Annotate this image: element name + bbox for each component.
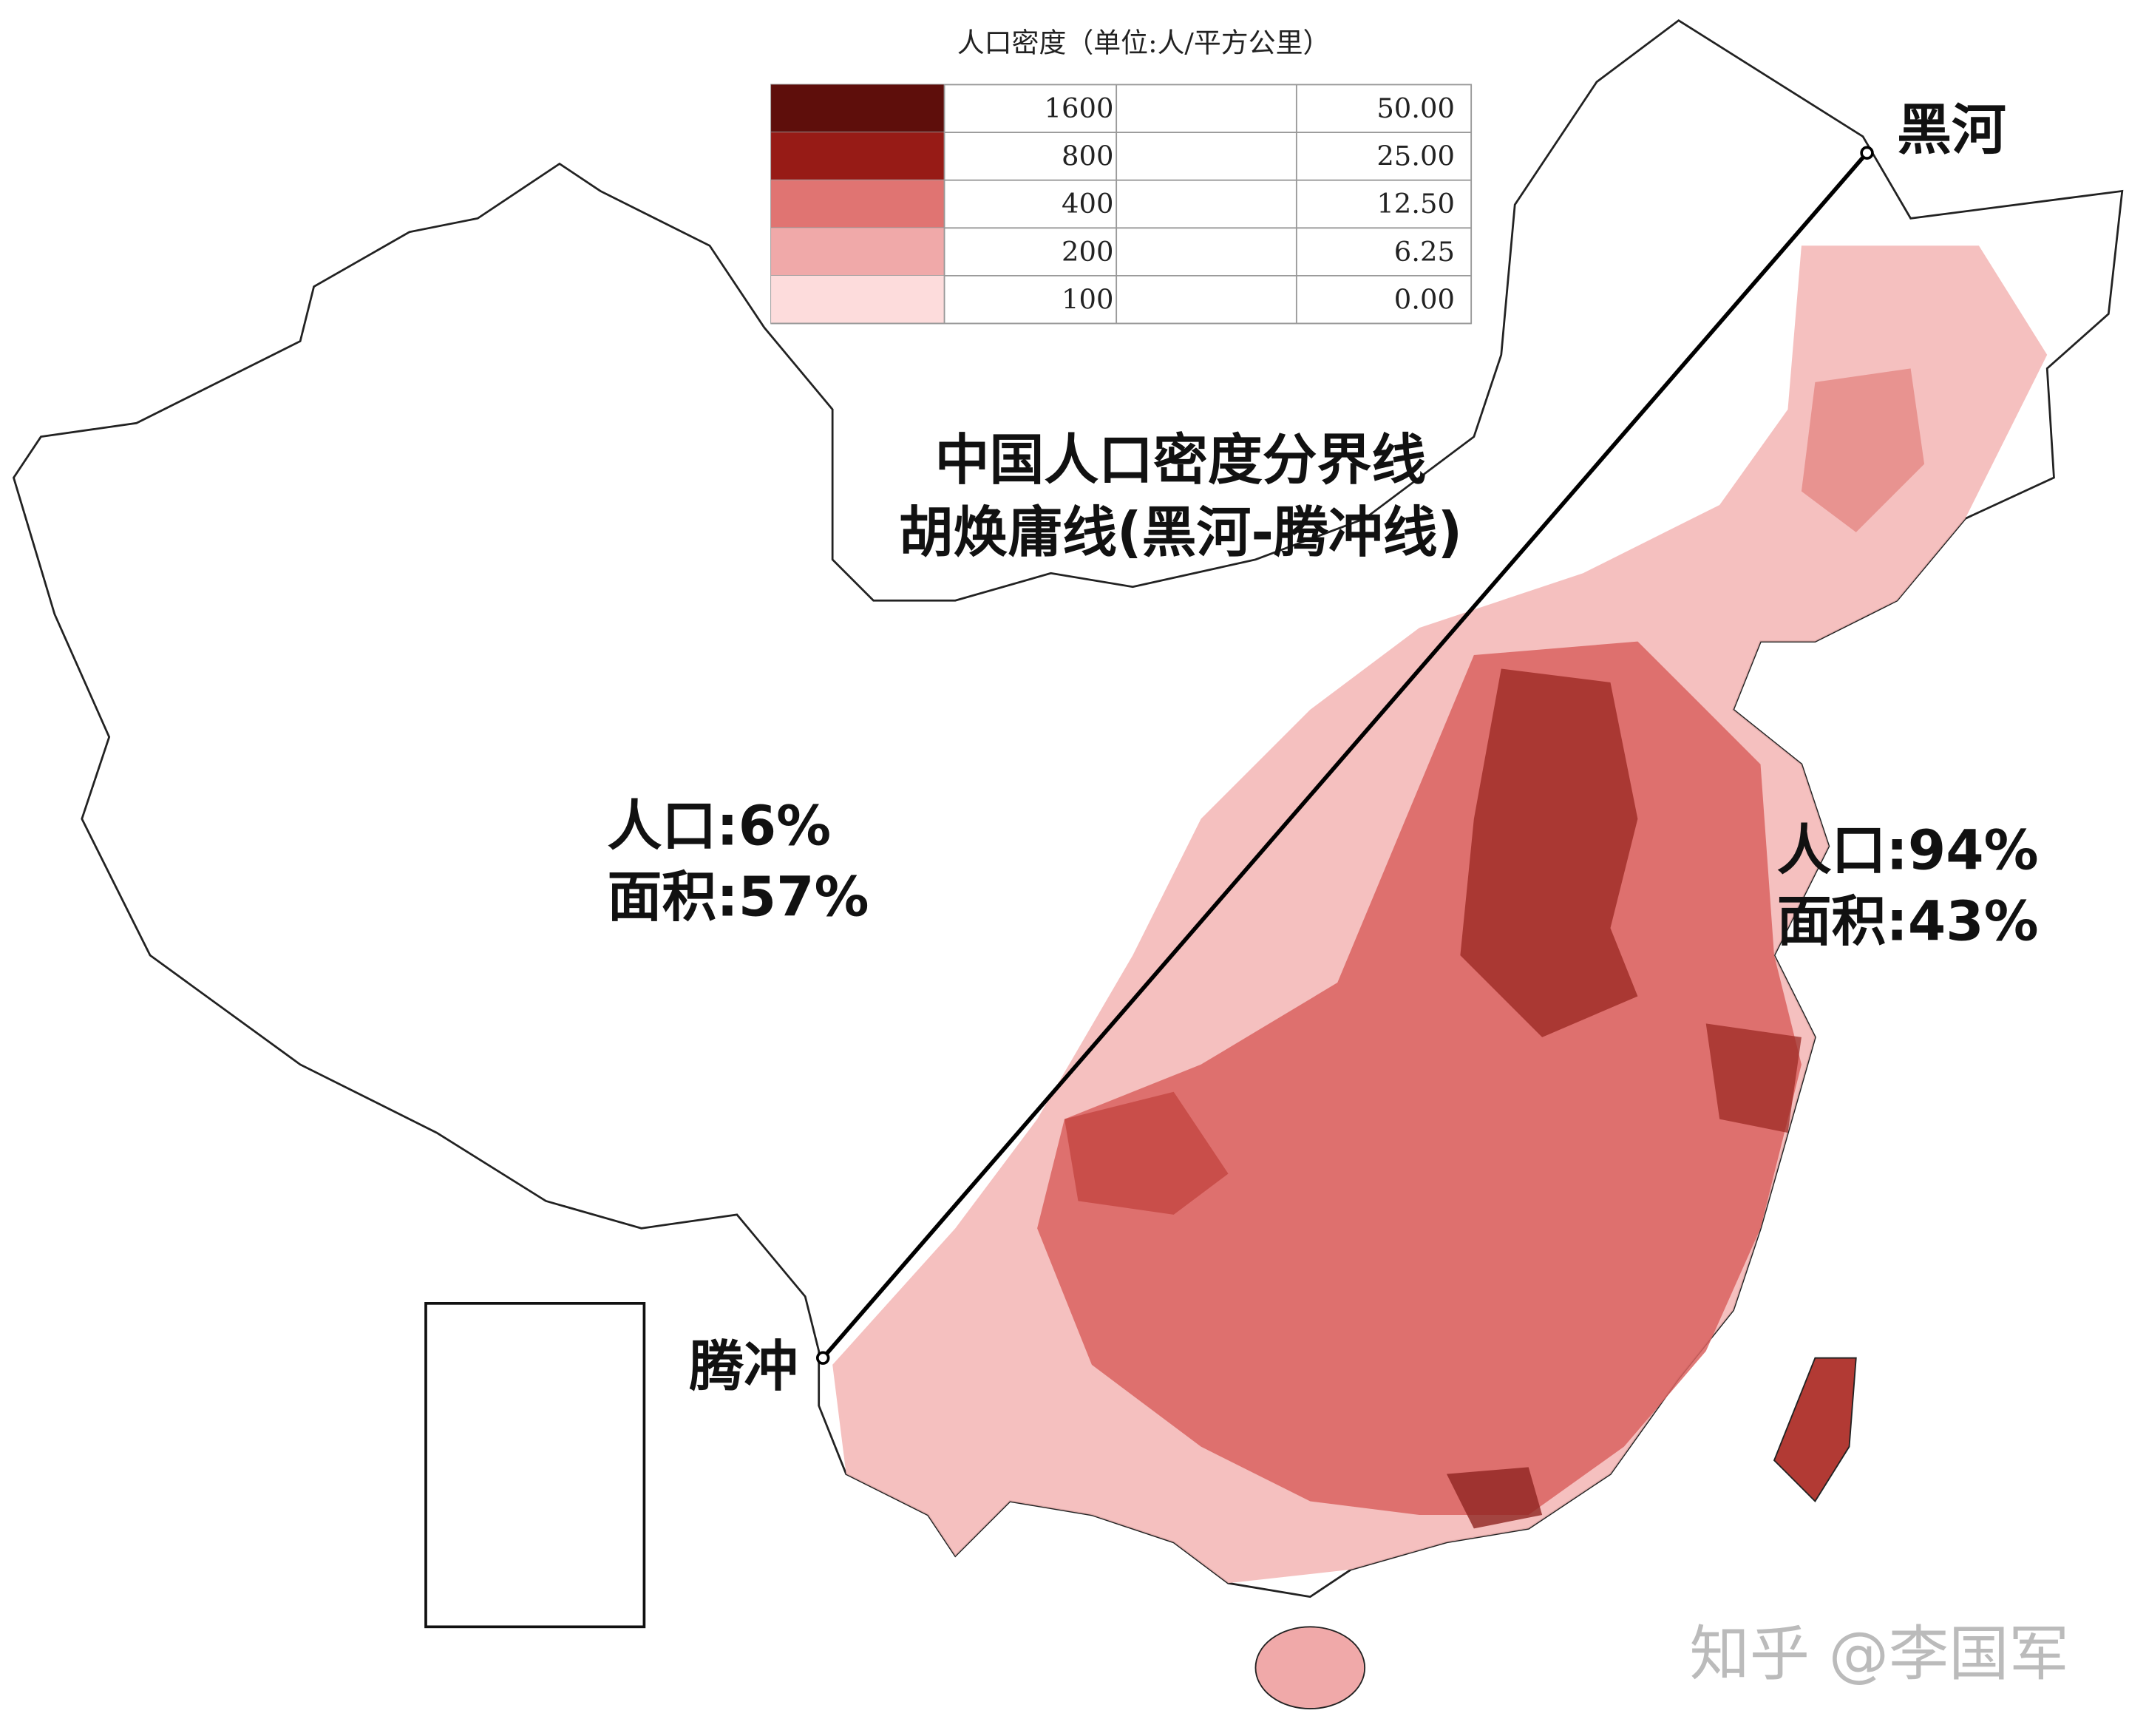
line-end [1860, 146, 1874, 160]
title: 中国人口密度分界线 [935, 429, 1427, 492]
legend-share: 0.00 [1394, 283, 1455, 315]
legend-swatch [771, 84, 945, 133]
legend-swatch [771, 228, 945, 276]
legend-value: 100 [1062, 283, 1113, 315]
hu-line [821, 151, 1869, 1360]
legend-share: 50.00 [1376, 92, 1455, 124]
stat: 面积:43% [1777, 890, 2039, 954]
legend-value: 800 [1062, 140, 1113, 172]
legend-title: 人口密度（单位:人/平方公里） [957, 27, 1331, 58]
density-medium [1064, 1091, 1229, 1215]
legend-value: 1600 [1045, 92, 1114, 124]
inset-box [424, 1302, 646, 1629]
stat: 人口:6% [608, 794, 832, 858]
legend-swatch [771, 132, 945, 180]
legend: 人口密度（单位:人/平方公里） 1600 50.00 800 25.00 400 12.5… [770, 27, 1473, 325]
title: 胡焕庸线(黑河-腾冲线) [899, 501, 1463, 564]
legend-value: 200 [1062, 236, 1113, 268]
label: 腾冲 [689, 1335, 798, 1398]
legend-value: 400 [1062, 188, 1113, 220]
legend-share: 12.50 [1376, 188, 1455, 220]
density-high [1705, 1023, 1802, 1133]
legend-swatch [771, 180, 945, 228]
watermark: 知乎 @李国军 [1690, 1620, 2069, 1689]
legend-share: 25.00 [1376, 140, 1455, 172]
label: 黑河 [1897, 98, 2006, 162]
taiwan [1773, 1357, 1857, 1502]
legend-swatch [771, 275, 945, 324]
hainan [1254, 1626, 1366, 1710]
stat: 面积:57% [608, 865, 869, 929]
density-high [1446, 1467, 1543, 1529]
density-high [1460, 668, 1638, 1037]
line-end [816, 1351, 830, 1365]
stat: 人口:94% [1777, 819, 2039, 883]
legend-share: 6.25 [1394, 236, 1455, 268]
density-medium [1801, 368, 1925, 532]
